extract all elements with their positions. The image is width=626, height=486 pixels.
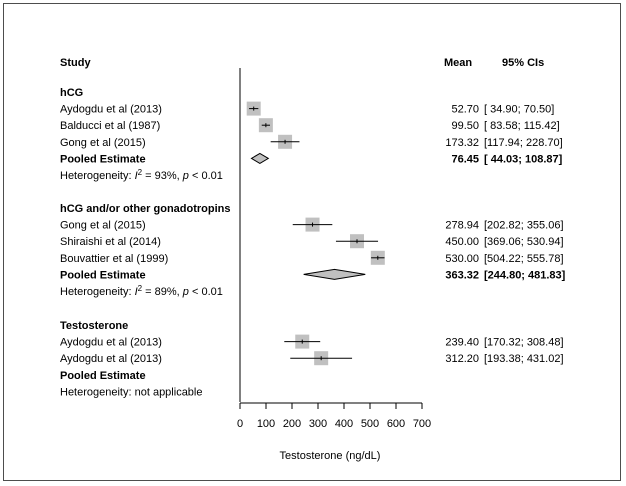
study-ci: [117.94; 228.70]	[484, 137, 563, 149]
x-tick-label: 600	[387, 418, 405, 430]
study-ci: [193.38; 431.02]	[484, 353, 564, 365]
pooled-diamond	[250, 152, 270, 164]
study-ci: [202.82; 355.06]	[484, 220, 564, 232]
pooled-ci: [244.80; 481.83]	[484, 269, 566, 281]
pooled-ci: [ 44.03; 108.87]	[484, 153, 563, 165]
header-study: Study	[60, 57, 91, 69]
study-ci: [ 34.90; 70.50]	[484, 104, 554, 116]
heterogeneity-part: Heterogeneity:	[60, 286, 135, 298]
study-label: Aydogdu et al (2013)	[60, 104, 162, 116]
header-mean: Mean	[444, 57, 472, 69]
pooled-mean: 363.32	[445, 269, 479, 281]
heterogeneity-part: < 0.01	[189, 170, 223, 182]
study-label: Aydogdu et al (2013)	[60, 353, 162, 365]
study-label: Shiraishi et al (2014)	[60, 236, 161, 248]
heterogeneity-part: < 0.01	[189, 286, 223, 298]
study-label: Balducci et al (1987)	[60, 120, 160, 132]
heterogeneity-text: Heterogeneity: I2 = 93%, p < 0.01	[60, 168, 223, 182]
study-ci: [369.06; 530.94]	[484, 236, 564, 248]
heterogeneity-text: Heterogeneity: I2 = 89%, p < 0.01	[60, 284, 223, 298]
heterogeneity-part: I	[135, 286, 138, 298]
group-heading: hCG	[60, 87, 83, 99]
study-mean: 52.70	[451, 104, 479, 116]
heterogeneity-part: = 89%,	[142, 286, 183, 298]
x-tick-label: 400	[335, 418, 353, 430]
heterogeneity-part: Heterogeneity:	[60, 170, 135, 182]
figure-frame	[3, 3, 621, 481]
study-mean: 239.40	[445, 337, 479, 349]
forest-rows: hCG Aydogdu et al (2013) 52.70 [ 34.90; 70.…	[60, 87, 566, 398]
x-tick-label: 700	[413, 418, 431, 430]
heterogeneity-part: 2	[138, 284, 143, 293]
heterogeneity-part: 2	[138, 168, 143, 177]
study-ci: [ 83.58; 115.42]	[484, 120, 560, 132]
heterogeneity-part: p	[182, 170, 189, 182]
pooled-label: Pooled Estimate	[60, 269, 146, 281]
x-tick-label: 300	[309, 418, 327, 430]
group-heading: Testosterone	[60, 320, 128, 332]
study-ci: [170.32; 308.48]	[484, 337, 564, 349]
heterogeneity-part: = 93%,	[142, 170, 183, 182]
x-tick-label: 0	[237, 418, 243, 430]
heterogeneity-part: I	[135, 170, 138, 182]
x-tick-label: 100	[257, 418, 275, 430]
study-mean: 99.50	[451, 120, 479, 132]
x-tick-label: 200	[283, 418, 301, 430]
x-tick-label: 500	[361, 418, 379, 430]
heterogeneity-text: Heterogeneity: not applicable	[60, 386, 202, 398]
x-axis-label: Testosterone (ng/dL)	[280, 450, 381, 462]
study-mean: 173.32	[445, 137, 479, 149]
study-mean: 450.00	[445, 236, 479, 248]
pooled-diamond	[303, 268, 366, 280]
study-mean: 530.00	[445, 253, 479, 265]
study-ci: [504.22; 555.78]	[484, 253, 564, 265]
pooled-label: Pooled Estimate	[60, 153, 146, 165]
pooled-mean: 76.45	[451, 153, 479, 165]
pooled-label: Pooled Estimate	[60, 370, 146, 382]
group-heading: hCG and/or other gonadotropins	[60, 203, 231, 215]
x-axis: 0 100 200 300 400 500 600 700	[237, 68, 431, 430]
study-mean: 278.94	[445, 220, 479, 232]
heterogeneity-part: p	[182, 286, 189, 298]
study-label: Bouvattier et al (1999)	[60, 253, 168, 265]
study-label: Gong et al (2015)	[60, 137, 146, 149]
study-label: Aydogdu et al (2013)	[60, 337, 162, 349]
header-ci: 95% CIs	[502, 57, 544, 69]
study-label: Gong et al (2015)	[60, 220, 146, 232]
study-mean: 312.20	[445, 353, 479, 365]
